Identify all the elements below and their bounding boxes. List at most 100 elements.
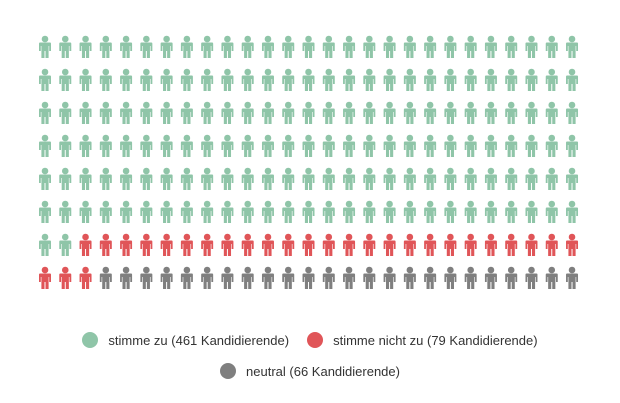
person-icon — [140, 101, 153, 124]
person-icon — [261, 167, 274, 190]
person-icon — [59, 101, 72, 124]
person-icon — [221, 134, 234, 157]
person-icon — [464, 134, 477, 157]
person-icon — [363, 101, 376, 124]
legend-swatch — [307, 332, 324, 348]
legend-row-1: stimme zu (461 Kandidierende) stimme nic… — [0, 332, 620, 348]
person-icon — [241, 233, 254, 256]
person-icon — [525, 200, 538, 223]
person-icon — [140, 167, 153, 190]
person-icon — [180, 101, 193, 124]
person-icon — [363, 167, 376, 190]
person-icon — [99, 35, 112, 58]
legend-item-neutral[interactable]: neutral (66 Kandidierende) — [220, 363, 400, 379]
person-icon — [59, 200, 72, 223]
person-icon — [403, 101, 416, 124]
person-icon — [39, 134, 51, 157]
person-icon — [221, 266, 234, 289]
person-icon — [120, 68, 133, 91]
person-icon — [383, 233, 396, 256]
person-icon — [383, 101, 396, 124]
legend-item-agree[interactable]: stimme zu (461 Kandidierende) — [82, 332, 289, 348]
legend-swatch — [82, 332, 99, 348]
person-icon — [160, 134, 173, 157]
person-icon — [140, 134, 153, 157]
person-icon — [322, 35, 335, 58]
person-icon — [302, 200, 315, 223]
person-icon — [99, 233, 112, 256]
person-icon — [505, 167, 518, 190]
person-icon — [140, 68, 153, 91]
person-icon — [464, 200, 477, 223]
person-icon — [343, 266, 356, 289]
person-icon — [343, 101, 356, 124]
person-icon — [545, 266, 558, 289]
person-icon — [322, 101, 335, 124]
person-icon — [79, 167, 92, 190]
person-icon — [424, 200, 437, 223]
legend-item-disagree[interactable]: stimme nicht zu (79 Kandidierende) — [307, 332, 538, 348]
person-icon — [302, 101, 315, 124]
person-icon — [566, 68, 579, 91]
person-icon — [39, 68, 51, 91]
person-icon — [39, 200, 51, 223]
person-icon — [505, 35, 518, 58]
person-icon — [261, 68, 274, 91]
person-icon — [484, 167, 497, 190]
person-icon — [160, 167, 173, 190]
person-icon — [282, 101, 295, 124]
person-icon — [505, 68, 518, 91]
person-icon — [484, 134, 497, 157]
person-icon — [484, 101, 497, 124]
person-icon — [221, 233, 234, 256]
person-icon — [525, 101, 538, 124]
pictogram-chart — [39, 35, 579, 289]
person-icon — [343, 200, 356, 223]
person-icon — [424, 233, 437, 256]
person-icon — [79, 134, 92, 157]
person-icon — [322, 266, 335, 289]
person-icon — [59, 266, 72, 289]
person-icon — [302, 167, 315, 190]
person-icon — [525, 134, 538, 157]
person-icon — [221, 35, 234, 58]
person-icon — [140, 233, 153, 256]
person-icon — [545, 68, 558, 91]
person-icon — [424, 266, 437, 289]
person-icon — [525, 35, 538, 58]
person-icon — [99, 266, 112, 289]
person-icon — [464, 101, 477, 124]
person-icon — [241, 200, 254, 223]
person-icon — [160, 35, 173, 58]
person-icon — [120, 134, 133, 157]
person-icon — [424, 35, 437, 58]
person-icon — [282, 134, 295, 157]
person-icon — [261, 200, 274, 223]
person-icon — [39, 101, 51, 124]
person-icon — [444, 167, 457, 190]
legend-row-2: neutral (66 Kandidierende) — [0, 363, 620, 379]
person-icon — [464, 68, 477, 91]
person-icon — [261, 134, 274, 157]
person-icon — [444, 68, 457, 91]
person-icon — [363, 200, 376, 223]
person-icon — [383, 68, 396, 91]
person-icon — [221, 68, 234, 91]
person-icon — [160, 68, 173, 91]
person-icon — [403, 68, 416, 91]
person-icon — [403, 200, 416, 223]
person-icon — [99, 200, 112, 223]
person-icon — [343, 134, 356, 157]
person-icon — [59, 134, 72, 157]
person-icon — [566, 266, 579, 289]
person-icon — [261, 266, 274, 289]
person-icon — [201, 68, 214, 91]
person-icon — [241, 134, 254, 157]
person-icon — [525, 68, 538, 91]
person-icon — [302, 134, 315, 157]
person-icon — [59, 35, 72, 58]
person-icon — [180, 167, 193, 190]
person-icon — [180, 35, 193, 58]
person-icon — [160, 233, 173, 256]
person-icon — [201, 200, 214, 223]
